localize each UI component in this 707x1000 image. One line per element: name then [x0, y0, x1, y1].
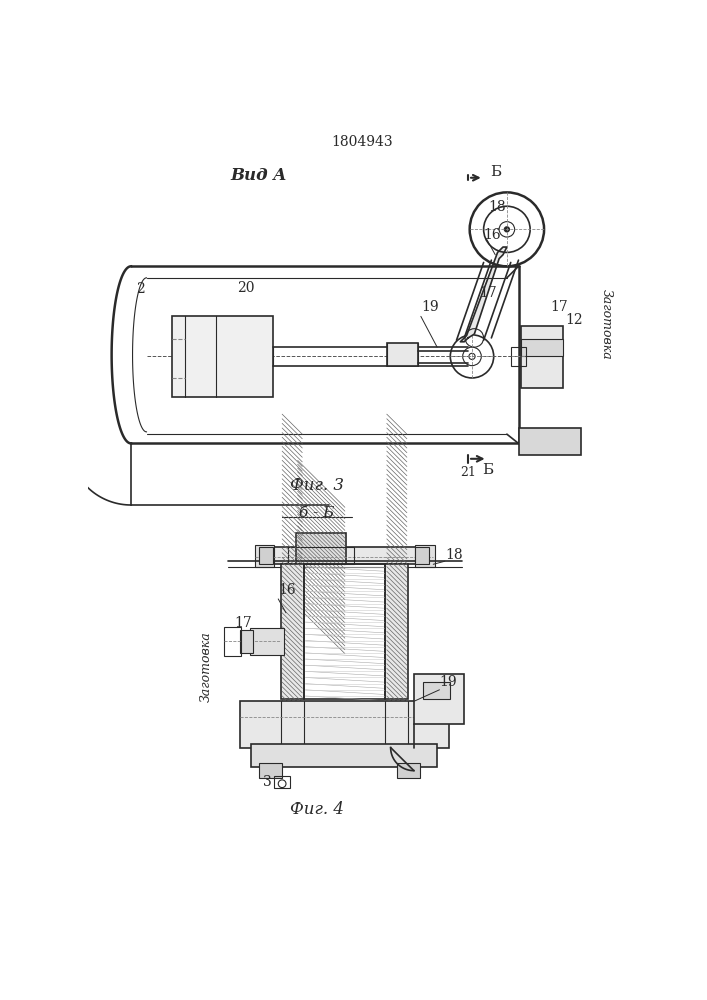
Bar	[521, 326, 563, 388]
Text: 16: 16	[279, 583, 296, 597]
Bar	[251, 744, 437, 767]
Text: Вид A: Вид A	[230, 167, 287, 184]
Text: 18: 18	[445, 548, 462, 562]
Bar	[304, 564, 385, 699]
Text: 3: 3	[263, 775, 271, 789]
Bar	[397, 763, 420, 778]
Text: 16: 16	[484, 228, 501, 242]
Bar	[172, 316, 273, 397]
Text: 21: 21	[460, 466, 476, 479]
Bar	[250, 628, 284, 655]
Text: Заготовка: Заготовка	[600, 289, 612, 359]
Bar	[240, 701, 449, 748]
Bar	[298, 535, 345, 563]
Bar	[281, 564, 304, 699]
Text: Б: Б	[482, 463, 493, 477]
Text: Заготовка: Заготовка	[199, 631, 213, 702]
Text: 18: 18	[489, 200, 506, 214]
Text: б - Б: б - Б	[299, 506, 334, 520]
Bar	[521, 339, 563, 356]
Bar	[387, 566, 407, 698]
Circle shape	[505, 227, 509, 232]
Bar	[259, 763, 282, 778]
Bar	[423, 682, 450, 699]
Text: 17: 17	[480, 286, 498, 300]
Text: 19: 19	[421, 300, 439, 314]
Bar	[387, 343, 418, 366]
Bar	[416, 547, 429, 564]
Polygon shape	[460, 247, 507, 342]
Bar	[518, 428, 580, 455]
Text: 20: 20	[237, 281, 255, 295]
Bar	[240, 630, 253, 653]
Text: 12: 12	[565, 313, 583, 327]
Bar	[282, 566, 303, 698]
Bar	[416, 545, 435, 567]
Bar	[385, 564, 409, 699]
Text: 17: 17	[234, 616, 252, 630]
Bar	[414, 674, 464, 724]
Text: 17: 17	[550, 300, 568, 314]
Text: Фиг. 3: Фиг. 3	[290, 477, 344, 494]
Text: Б: Б	[490, 165, 501, 179]
Bar	[274, 776, 290, 788]
Text: Фиг. 4: Фиг. 4	[290, 801, 344, 818]
Text: 2: 2	[136, 282, 145, 296]
Bar	[255, 545, 274, 567]
Bar	[267, 547, 421, 564]
Text: 1804943: 1804943	[331, 135, 393, 149]
Bar	[259, 547, 273, 564]
Bar	[510, 347, 526, 366]
Bar	[296, 533, 346, 564]
Text: 19: 19	[440, 675, 457, 689]
Bar	[224, 627, 241, 656]
Bar	[288, 547, 354, 564]
